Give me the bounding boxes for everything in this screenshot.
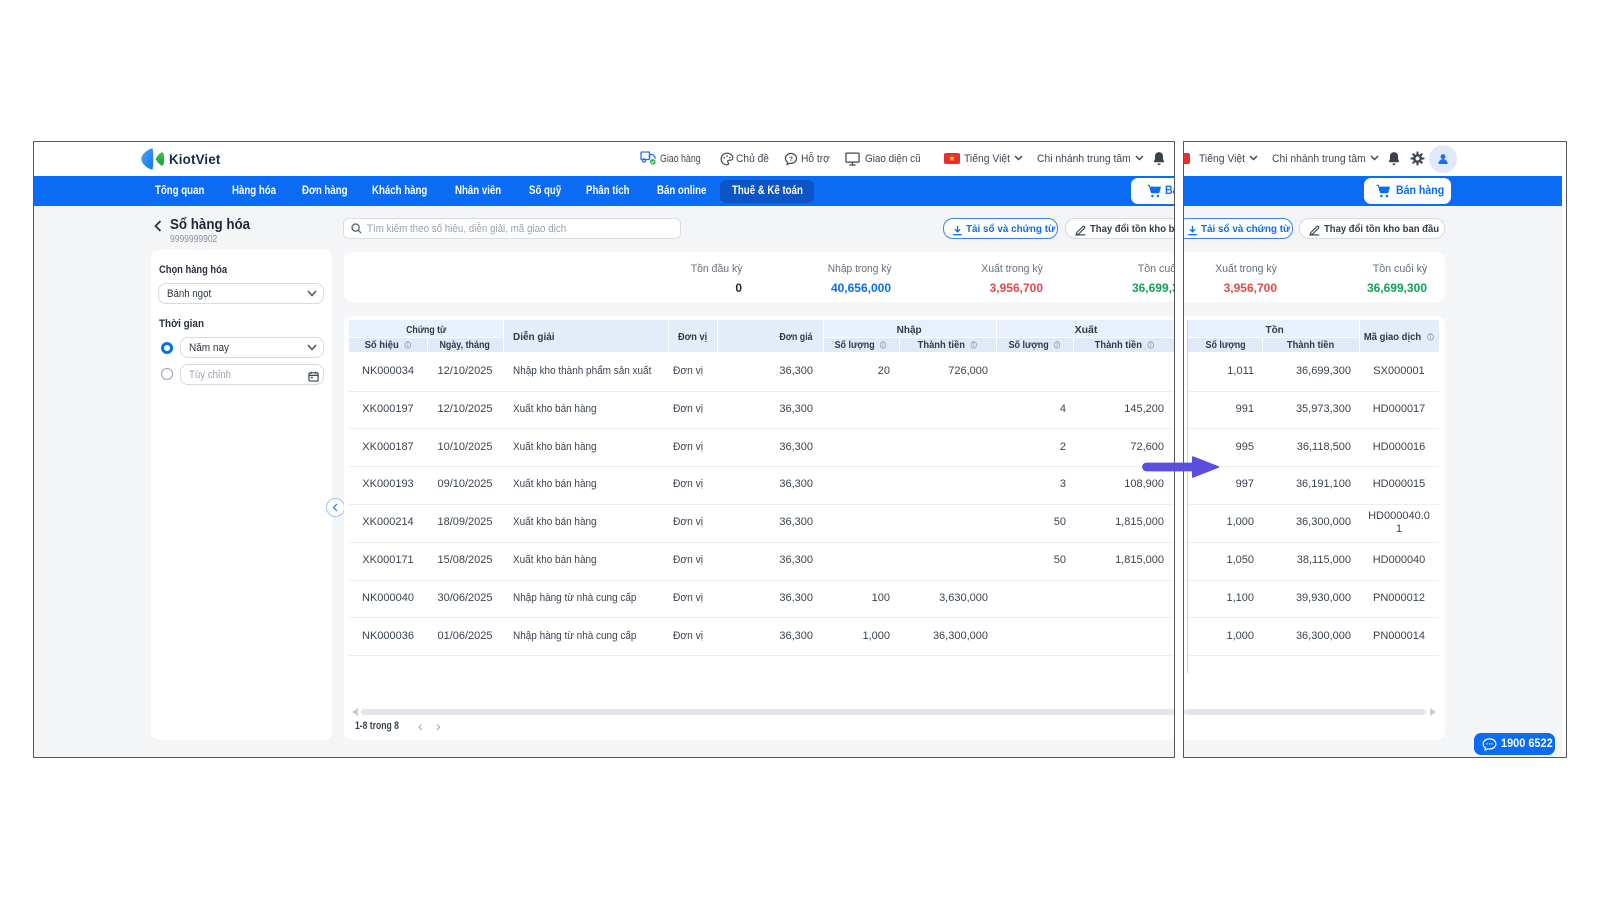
svg-text:?: ? xyxy=(789,156,793,163)
